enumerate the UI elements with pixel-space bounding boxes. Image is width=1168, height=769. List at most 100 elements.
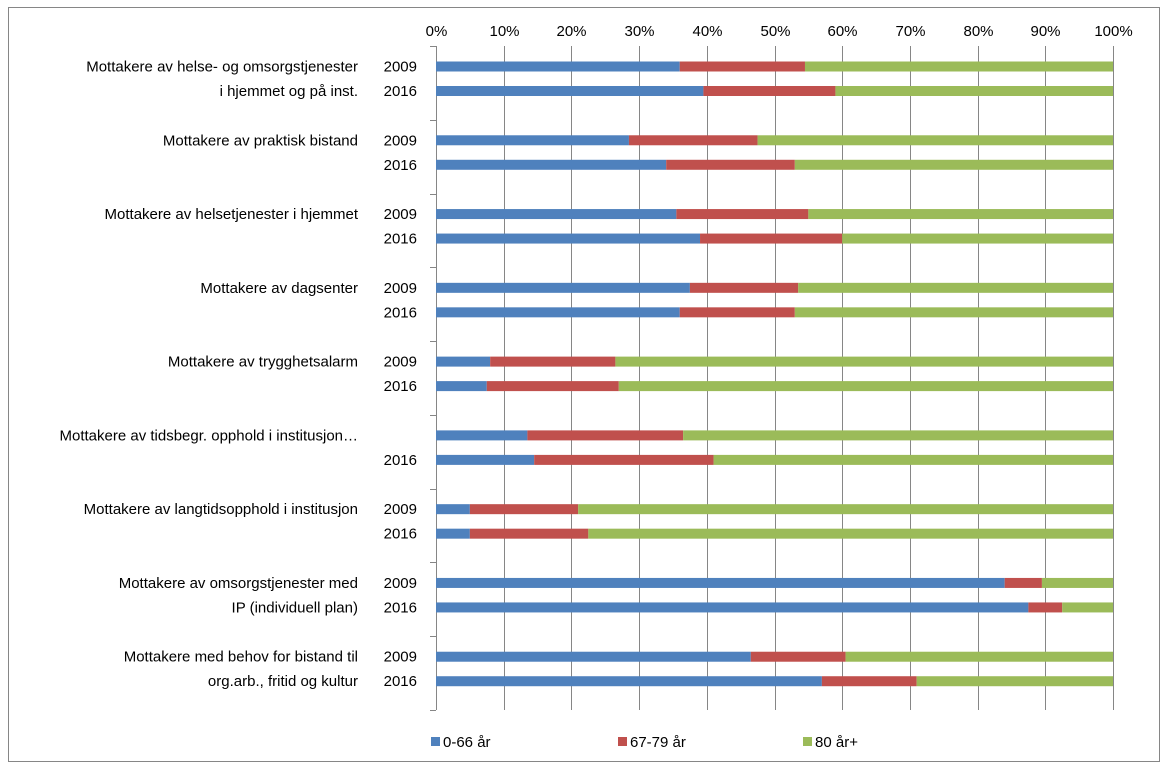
category-label: Mottakere av dagsenter bbox=[200, 280, 358, 297]
bar-segment-0-66-r bbox=[436, 307, 680, 318]
bar-segment-67-79-r bbox=[689, 282, 799, 293]
bar-segment-67-79-r bbox=[490, 356, 616, 367]
bar-segment-80-r bbox=[683, 430, 1113, 441]
category-label: Mottakere av helsetjenester i hjemmet bbox=[105, 206, 359, 223]
bar-segment-80-r bbox=[808, 209, 1113, 220]
bar-segment-67-79-r bbox=[527, 430, 684, 441]
year-label: 2016 bbox=[384, 673, 417, 690]
year-label: 2009 bbox=[384, 575, 417, 592]
bar-segment-80-r bbox=[757, 135, 1113, 146]
x-tick-label: 50% bbox=[760, 23, 790, 40]
bar-segment-67-79-r bbox=[486, 381, 619, 392]
bar-segment-0-66-r bbox=[436, 282, 690, 293]
x-tick-label: 100% bbox=[1094, 23, 1132, 40]
bar-segment-0-66-r bbox=[436, 356, 491, 367]
bar-segment-67-79-r bbox=[821, 676, 917, 687]
bar-segment-0-66-r bbox=[436, 504, 470, 515]
bar-segment-80-r bbox=[804, 61, 1113, 72]
bar-segment-80-r bbox=[845, 651, 1113, 662]
bar-segment-80-r bbox=[794, 307, 1113, 318]
bar-segment-80-r bbox=[1041, 577, 1113, 588]
bar-segment-80-r bbox=[578, 504, 1113, 515]
bar-segment-0-66-r bbox=[436, 233, 701, 244]
bar-segment-80-r bbox=[794, 159, 1113, 170]
bar-segment-0-66-r bbox=[436, 135, 629, 146]
bar-segment-67-79-r bbox=[1028, 602, 1063, 613]
category-label: Mottakere av trygghetsalarm bbox=[168, 354, 358, 371]
bar-segment-80-r bbox=[798, 282, 1113, 293]
x-tick-label: 0% bbox=[426, 23, 448, 40]
gridlines bbox=[436, 46, 1114, 710]
bar-segment-0-66-r bbox=[436, 381, 487, 392]
year-label: 2009 bbox=[384, 354, 417, 371]
bar-segment-67-79-r bbox=[666, 159, 795, 170]
bar-segment-80-r bbox=[842, 233, 1113, 244]
legend-label: 0-66 år bbox=[443, 734, 491, 751]
category-label: org.arb., fritid og kultur bbox=[208, 673, 358, 690]
bar-segment-80-r bbox=[916, 676, 1113, 687]
year-label: 2009 bbox=[384, 206, 417, 223]
year-label: 2016 bbox=[384, 83, 417, 100]
bar-segment-67-79-r bbox=[628, 135, 758, 146]
bar-segment-0-66-r bbox=[436, 86, 704, 96]
bar-segment-0-66-r bbox=[436, 454, 535, 465]
category-label: Mottakere av omsorgstjenester med bbox=[119, 575, 358, 592]
legend-swatch bbox=[431, 737, 440, 746]
bar-segment-80-r bbox=[713, 454, 1113, 465]
bar-segment-0-66-r bbox=[436, 159, 667, 170]
year-label: 2016 bbox=[384, 304, 417, 321]
bar-segment-67-79-r bbox=[679, 61, 805, 72]
year-label: 2009 bbox=[384, 132, 417, 149]
x-tick-label: 90% bbox=[1030, 23, 1060, 40]
x-tick-label: 30% bbox=[624, 23, 654, 40]
x-axis: 0% 10% 20% 30% 40% 50% 60% 70% 80% 90% 100% bbox=[426, 23, 1133, 711]
bar-segment-67-79-r bbox=[676, 209, 809, 220]
year-label: 2016 bbox=[384, 452, 417, 469]
category-label: i hjemmet og på inst. bbox=[220, 83, 358, 100]
bar-segment-0-66-r bbox=[436, 676, 822, 687]
x-tick-label: 70% bbox=[895, 23, 925, 40]
year-label: 2009 bbox=[384, 501, 417, 518]
bar-segment-80-r bbox=[1062, 602, 1113, 613]
bar-segment-0-66-r bbox=[436, 528, 470, 539]
legend: 0-66 år 67-79 år 80 år+ bbox=[431, 734, 858, 751]
category-label: Mottakere av helse- og omsorgstjenester bbox=[86, 59, 358, 76]
bar-segment-67-79-r bbox=[679, 307, 795, 318]
bar-segment-0-66-r bbox=[436, 577, 1005, 588]
year-label: 2016 bbox=[384, 378, 417, 395]
legend-swatch bbox=[618, 737, 627, 746]
category-label: IP (individuell plan) bbox=[232, 599, 358, 616]
x-tick-label: 80% bbox=[963, 23, 993, 40]
category-label: Mottakere av praktisk bistand bbox=[163, 132, 358, 149]
bar-segment-0-66-r bbox=[436, 61, 680, 72]
bar-segment-80-r bbox=[618, 381, 1113, 392]
bar-segment-67-79-r bbox=[469, 528, 589, 539]
bar-segment-67-79-r bbox=[1004, 577, 1042, 588]
category-label: Mottakere med behov for bistand til bbox=[124, 649, 358, 666]
bar-segment-67-79-r bbox=[469, 504, 579, 515]
year-label: 2016 bbox=[384, 526, 417, 543]
bar-segment-67-79-r bbox=[534, 454, 714, 465]
year-label: 2009 bbox=[384, 280, 417, 297]
bar-segment-0-66-r bbox=[436, 430, 528, 441]
year-label: 2009 bbox=[384, 59, 417, 76]
bar-segment-0-66-r bbox=[436, 602, 1029, 613]
x-tick-label: 60% bbox=[827, 23, 857, 40]
category-labels: 2009 2016 Mottakere av helse- og omsorgstj… bbox=[60, 59, 418, 691]
category-label: Mottakere av tidsbegr. opphold i institu… bbox=[60, 427, 359, 444]
bar-segment-67-79-r bbox=[703, 86, 836, 96]
bar-segment-80-r bbox=[588, 528, 1113, 539]
category-label: Mottakere av langtidsopphold i institusj… bbox=[84, 501, 358, 518]
bars bbox=[436, 61, 1113, 687]
x-tick-label: 40% bbox=[692, 23, 722, 40]
legend-label: 67-79 år bbox=[630, 734, 686, 751]
year-label: 2016 bbox=[384, 599, 417, 616]
year-label: 2009 bbox=[384, 649, 417, 666]
x-tick-label: 10% bbox=[489, 23, 519, 40]
legend-label: 80 år+ bbox=[815, 734, 858, 751]
bar-segment-67-79-r bbox=[750, 651, 846, 662]
bar-segment-0-66-r bbox=[436, 651, 751, 662]
x-tick-label: 20% bbox=[556, 23, 586, 40]
